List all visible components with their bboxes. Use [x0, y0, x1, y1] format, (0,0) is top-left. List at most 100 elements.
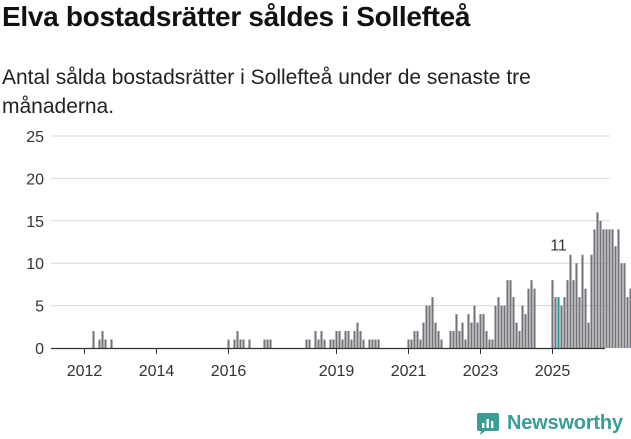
bar [485, 331, 488, 348]
bar [374, 339, 377, 348]
bar [626, 297, 629, 348]
bar [335, 331, 338, 348]
bar [356, 322, 359, 348]
bar [587, 322, 590, 348]
bar [110, 339, 113, 348]
bar [569, 254, 572, 348]
bar [575, 263, 578, 348]
bar [350, 339, 353, 348]
x-tick-label: 2023 [463, 363, 499, 380]
y-tick-label: 25 [26, 129, 44, 146]
bar [359, 331, 362, 348]
bar [317, 339, 320, 348]
bar [308, 339, 311, 348]
bar [563, 297, 566, 348]
bar [104, 339, 107, 348]
bar [470, 322, 473, 348]
bar [527, 288, 530, 348]
bar [608, 229, 611, 348]
bar [614, 246, 617, 348]
bar [623, 263, 626, 348]
bar [416, 331, 419, 348]
y-axis-tick-labels: 0 5 10 15 20 25 [26, 129, 44, 358]
brand-logo[interactable]: Newsworthy [476, 408, 623, 438]
bar [488, 339, 491, 348]
bar [584, 288, 587, 348]
bar [449, 331, 452, 348]
bar [551, 280, 554, 348]
brand-name: Newsworthy [507, 411, 623, 434]
bar [320, 331, 323, 348]
bar [476, 322, 479, 348]
bar [560, 305, 563, 348]
bar [332, 339, 335, 348]
bar [434, 322, 437, 348]
y-tick-label: 10 [26, 256, 44, 273]
newsworthy-logo-icon [477, 413, 499, 435]
bar [362, 339, 365, 348]
bar [92, 331, 95, 348]
x-tick-label: 2014 [139, 363, 175, 380]
bar [506, 280, 509, 348]
bar [422, 322, 425, 348]
y-tick-label: 20 [26, 171, 44, 188]
bar [581, 254, 584, 348]
bar [233, 339, 236, 348]
bar [353, 331, 356, 348]
x-tick-label: 2021 [391, 363, 427, 380]
bar [428, 305, 431, 348]
bar [554, 297, 557, 348]
bar [629, 288, 631, 348]
bar [467, 314, 470, 348]
bar [500, 305, 503, 348]
x-axis: 2012 2014 2016 2019 2021 2023 2025 [51, 347, 605, 380]
bar [314, 331, 317, 348]
bar [482, 314, 485, 348]
bar [590, 254, 593, 348]
chart-subtitle: Antal sålda bostadsrätter i Sollefteå un… [2, 66, 531, 118]
bar [518, 331, 521, 348]
bar [410, 339, 413, 348]
bar [248, 339, 251, 348]
bar [620, 263, 623, 348]
bar [329, 339, 332, 348]
bar [338, 331, 341, 348]
bar [605, 229, 608, 348]
bar [266, 339, 269, 348]
bar [242, 339, 245, 348]
y-tick-label: 15 [26, 214, 44, 231]
bar [602, 229, 605, 348]
bar [509, 280, 512, 348]
bar [611, 229, 614, 348]
bar [491, 339, 494, 348]
bar [239, 339, 242, 348]
bar [521, 305, 524, 348]
bar [473, 305, 476, 348]
x-tick-label: 2019 [319, 363, 355, 380]
bar [593, 229, 596, 348]
bar [464, 339, 467, 348]
bar [455, 314, 458, 348]
bar [413, 331, 416, 348]
bar [566, 280, 569, 348]
gridlines [51, 135, 610, 307]
bar [452, 331, 455, 348]
highlight-bar [557, 297, 560, 348]
bar [425, 305, 428, 348]
bar [437, 331, 440, 348]
data-labels: 11 [550, 238, 567, 255]
bar [98, 339, 101, 348]
bar [368, 339, 371, 348]
bar [617, 229, 620, 348]
bar [419, 339, 422, 348]
bar [305, 339, 308, 348]
bar [524, 314, 527, 348]
bar [512, 297, 515, 348]
x-tick-label: 2025 [535, 363, 571, 380]
bar [596, 212, 599, 348]
bar [503, 305, 506, 348]
bar [458, 331, 461, 348]
bar [236, 331, 239, 348]
bar [572, 280, 575, 348]
